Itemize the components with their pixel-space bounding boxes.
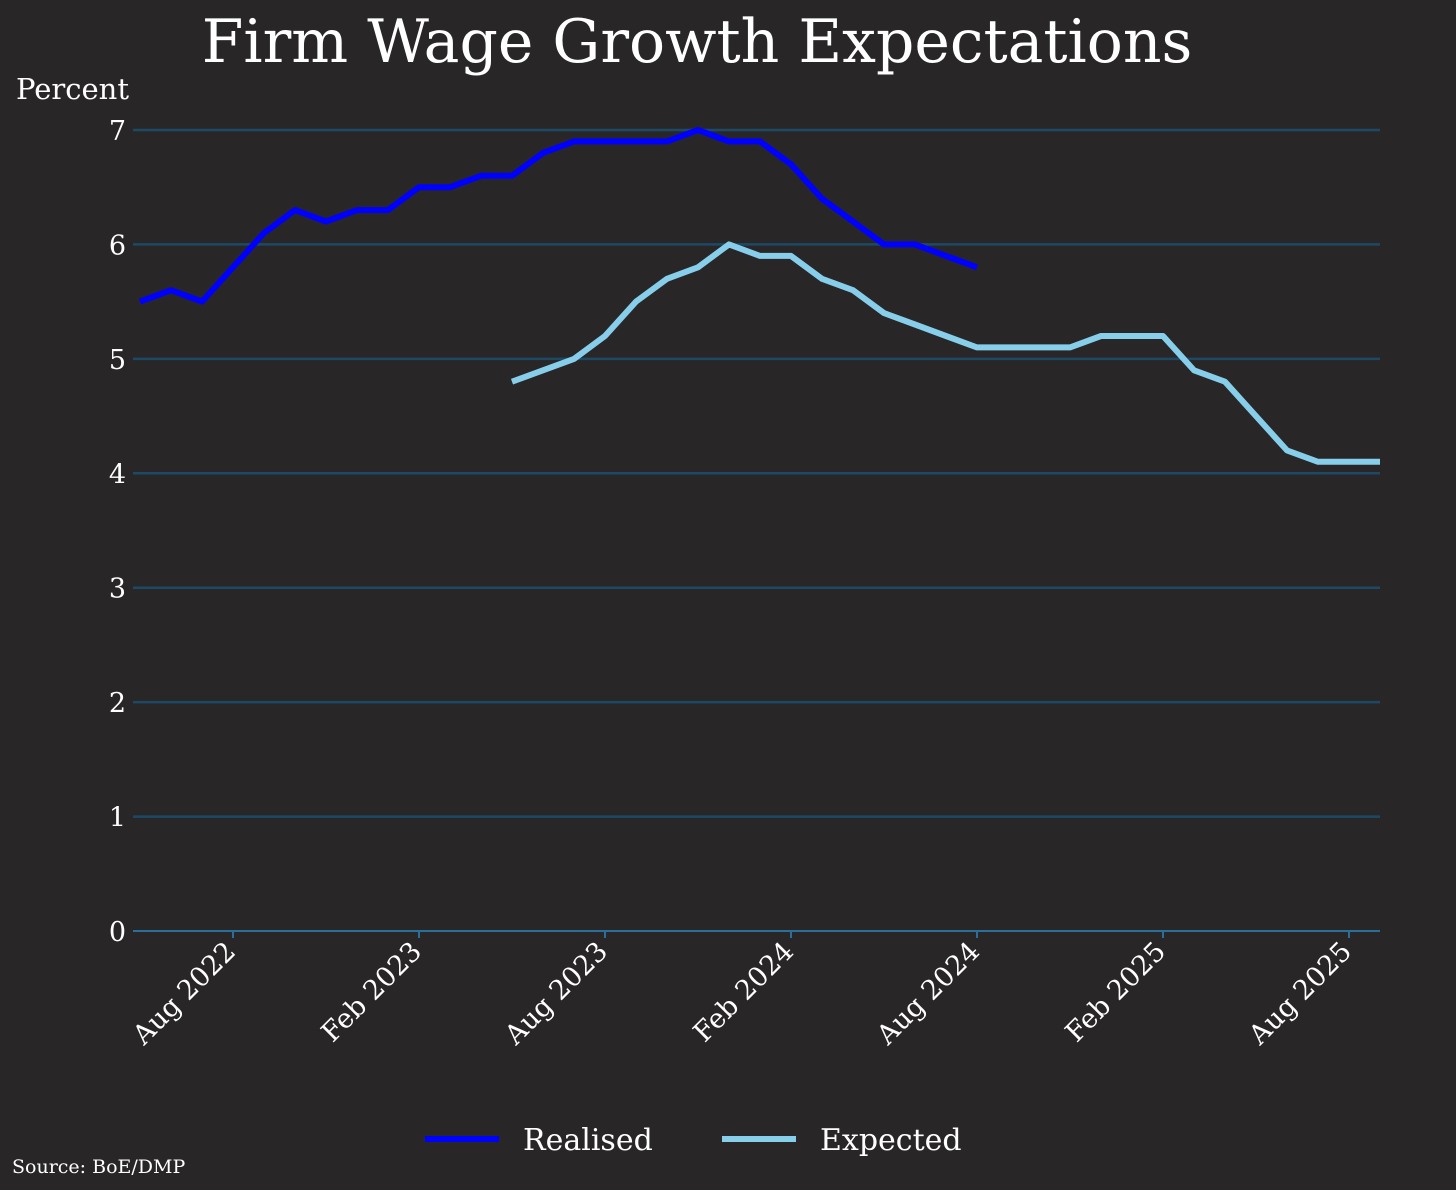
- legend-label-expected: Expected: [820, 1123, 962, 1158]
- y-tick-label: 1: [109, 803, 126, 834]
- series-line-expected: [510, 241, 1380, 465]
- x-tick-label: Feb 2023: [316, 936, 428, 1048]
- series-line-realised: [138, 127, 979, 305]
- x-tick-label: Aug 2025: [1242, 936, 1358, 1052]
- chart-title: Firm Wage Growth Expectations: [202, 7, 1193, 77]
- x-tick-label: Aug 2024: [870, 936, 986, 1052]
- legend: Realised Expected: [425, 1123, 962, 1158]
- y-tick-label: 2: [109, 688, 126, 719]
- y-tick-label: 5: [109, 345, 126, 376]
- y-tick-label: 6: [109, 230, 126, 261]
- y-tick-label: 4: [109, 459, 126, 490]
- y-tick-label: 0: [109, 917, 126, 948]
- y-tick-label: 3: [109, 574, 126, 605]
- legend-label-realised: Realised: [523, 1123, 653, 1158]
- x-tick-label: Aug 2022: [126, 936, 242, 1052]
- y-tick-label: 7: [109, 116, 126, 147]
- series-lines: [138, 127, 1380, 465]
- grid-lines: [133, 128, 1380, 818]
- x-tick-label: Feb 2024: [688, 936, 800, 1048]
- source-note: Source: BoE/DMP: [12, 1156, 185, 1178]
- x-tick-label: Feb 2025: [1060, 936, 1172, 1048]
- y-axis-ticks: 0 1 2 3 4 5 6 7: [109, 116, 126, 948]
- y-axis-label: Percent: [16, 72, 129, 106]
- x-axis: Aug 2022 Feb 2023 Aug 2023 Feb 2024 Aug 2024…: [126, 930, 1380, 1052]
- x-tick-label: Aug 2023: [498, 936, 614, 1052]
